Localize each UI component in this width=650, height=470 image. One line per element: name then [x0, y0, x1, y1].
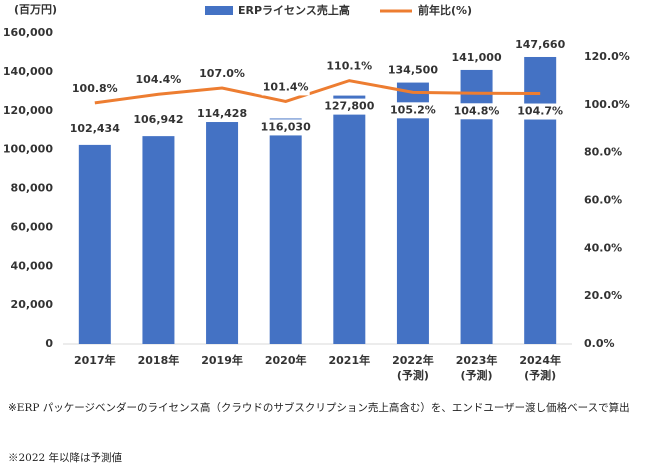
data-label: 134,500: [388, 64, 438, 77]
y-tick-label: 140,000: [3, 65, 53, 78]
label-bg: [134, 112, 183, 129]
unit-label: (百万円): [14, 3, 57, 16]
y2-tick-label: 40.0%: [584, 241, 622, 254]
y-tick-label: 60,000: [11, 220, 54, 233]
label-bg: [452, 103, 501, 120]
y2-tick-label: 0.0%: [584, 337, 615, 350]
bar: [396, 82, 429, 345]
x-tick-label: 2019年: [201, 354, 243, 367]
y-tick-label: 40,000: [11, 259, 54, 272]
data-label: 114,428: [197, 107, 247, 120]
data-label: 100.8%: [72, 82, 118, 95]
data-label: 110.1%: [326, 60, 372, 73]
y-tick-label: 100,000: [3, 143, 53, 156]
data-label: 104.8%: [454, 104, 500, 117]
legend-label: ERPライセンス売上高: [238, 3, 350, 17]
x-tick-label: 2020年: [264, 354, 307, 367]
bar: [78, 144, 111, 344]
note: ※2022 年以降は予測値: [8, 452, 123, 464]
note: ※ERP パッケージベンダーのライセンス高（クラウドのサブスクリプション売上高含…: [8, 402, 630, 414]
label-bg: [516, 36, 565, 53]
y-tick-label: 20,000: [11, 298, 54, 311]
y2-tick-label: 100.0%: [584, 98, 630, 111]
y-tick-label: 0: [45, 337, 53, 350]
y-tick-label: 80,000: [11, 182, 54, 195]
x-tick-label: 2022年 (予測): [392, 354, 434, 382]
y2-tick-label: 80.0%: [584, 146, 622, 159]
x-tick-label: 2018年: [137, 354, 180, 367]
label-bg: [325, 58, 374, 75]
label-bg: [198, 106, 247, 123]
data-label: 104.4%: [136, 73, 182, 86]
data-label: 141,000: [452, 51, 502, 64]
label-bg: [261, 119, 310, 136]
y-tick-label: 160,000: [3, 26, 53, 39]
data-label: 101.4%: [263, 80, 309, 93]
line: [94, 79, 541, 105]
label-bg: [198, 66, 247, 83]
bar: [206, 121, 239, 345]
label-bg: [70, 120, 119, 137]
x-tick-label: 2017年: [74, 354, 116, 367]
label-bg: [388, 62, 437, 79]
label-bg: [325, 98, 374, 115]
legend-swatch: [205, 6, 233, 15]
data-label: 116,030: [261, 120, 311, 133]
data-label: 106,942: [133, 113, 183, 126]
y-tick-label: 120,000: [3, 104, 53, 117]
label-bg: [388, 102, 437, 119]
label-bg: [452, 49, 501, 66]
label-bg: [134, 72, 183, 89]
data-label: 147,660: [515, 38, 565, 51]
data-label: 105.2%: [390, 103, 436, 116]
legend-label: 前年比(%): [418, 3, 472, 17]
y2-tick-label: 60.0%: [584, 193, 622, 206]
bar: [142, 136, 175, 344]
label-bg: [70, 80, 119, 97]
x-tick-label: 2021年: [328, 354, 371, 367]
label-bg: [516, 103, 565, 120]
x-tick-label: 2023年 (予測): [455, 354, 498, 382]
y2-tick-label: 20.0%: [584, 289, 622, 302]
bar: [333, 95, 366, 345]
data-label: 102,434: [70, 122, 120, 135]
bar: [524, 56, 557, 345]
label-bg: [261, 79, 310, 96]
y2-tick-label: 120.0%: [584, 50, 630, 63]
data-label: 127,800: [324, 100, 374, 113]
data-label: 107.0%: [199, 67, 245, 80]
data-label: 104.7%: [517, 105, 563, 118]
bar: [269, 118, 302, 344]
x-tick-label: 2024年 (予測): [519, 354, 561, 382]
